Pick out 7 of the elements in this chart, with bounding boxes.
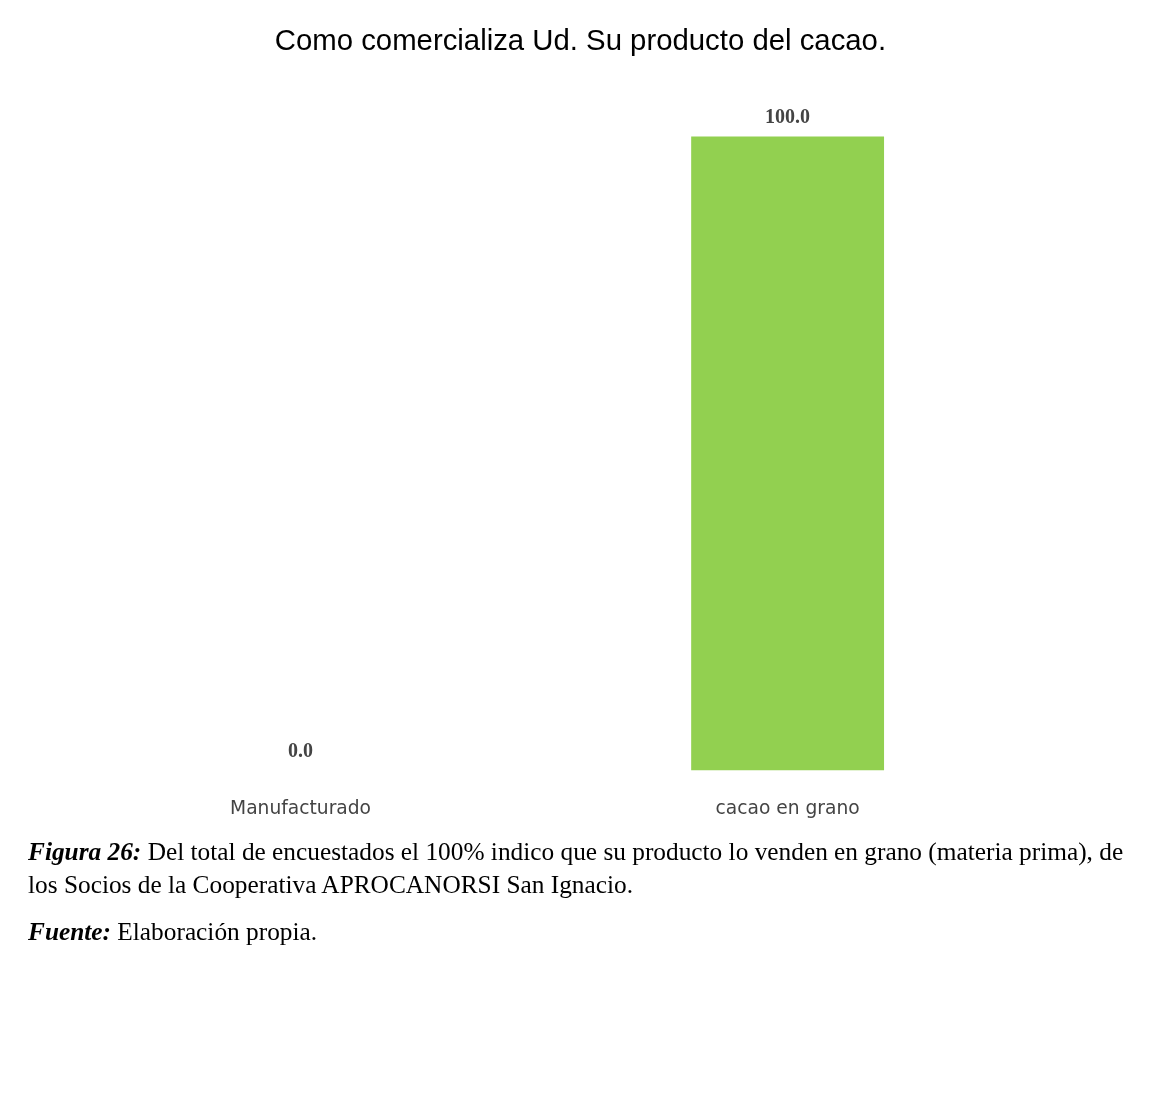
data-label: 0.0 bbox=[288, 738, 314, 761]
source-note: Fuente: Elaboración propia. bbox=[28, 915, 319, 947]
text: Figura 26: Del total de encuestados el 100% indico que su producto lo venden en grano (materia prima), de los Socios de la Cooperativa APROCANORSI San Ignacio. bbox=[28, 836, 1125, 900]
data-label: 100.0 bbox=[765, 104, 811, 127]
x-tick-label: Manufacturado bbox=[230, 796, 372, 818]
chart-title: Como comercializa Ud. Su producto del cacao. bbox=[274, 22, 887, 56]
x-tick-label: cacao en grano bbox=[715, 796, 860, 818]
